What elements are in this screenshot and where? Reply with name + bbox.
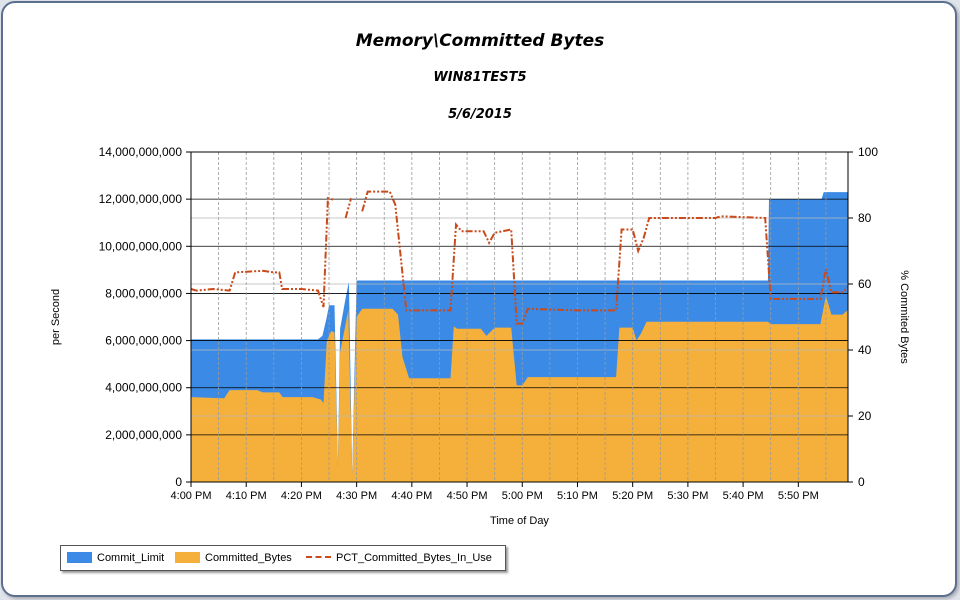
x-tick-label: 5:50 PM [778,490,819,502]
y-axis-label: per Second [50,289,62,345]
legend-item-committed-bytes: Committed_Bytes [175,551,292,565]
legend-label-commit-limit: Commit_Limit [97,552,165,564]
y-tick-label: 10,000,000,000 [99,239,183,253]
chart-date: 5/6/2015 [448,107,512,122]
x-tick-label: 5:40 PM [723,490,764,502]
plot-frame [190,151,849,483]
y2-tick-label: 0 [858,475,865,489]
y-tick-label: 0 [175,475,182,489]
x-tick-label: 4:10 PM [226,490,267,502]
legend-swatch-pct-committed [306,556,331,559]
y2-tick-label: 80 [858,211,872,225]
y-tick-label: 6,000,000,000 [105,334,182,348]
y2-tick-label: 40 [858,343,872,357]
x-axis-label: Time of Day [490,515,549,527]
chart-legend: Commit_Limit Committed_Bytes PCT_Committ… [60,545,506,571]
legend-label-pct-committed: PCT_Committed_Bytes_In_Use [336,552,492,564]
line-pct-committed-bytes [190,190,849,325]
legend-item-pct-committed: PCT_Committed_Bytes_In_Use [306,551,492,565]
legend-item-commit-limit: Commit_Limit [67,551,164,565]
chart-subtitle: WIN81TEST5 [433,70,527,85]
legend-swatch-committed-bytes [175,551,200,563]
y-tick-label: 4,000,000,000 [105,381,182,395]
legend-swatch-commit-limit [67,551,92,563]
x-tick-label: 5:20 PM [612,490,653,502]
x-tick-label: 5:00 PM [502,490,543,502]
y-tick-label: 14,000,000,000 [99,145,183,159]
y2-tick-label: 100 [858,145,878,159]
y-tick-label: 2,000,000,000 [105,428,182,442]
x-tick-label: 5:10 PM [557,490,598,502]
x-tick-label: 4:50 PM [447,490,488,502]
area-committed-bytes [191,295,848,482]
x-tick-label: 4:30 PM [336,490,377,502]
chart-title: Memory\Committed Bytes [355,31,605,51]
y2-axis-label: % Commited Bytes [898,270,910,364]
x-tick-label: 4:20 PM [281,490,322,502]
y2-tick-label: 60 [858,277,872,291]
y-tick-label: 8,000,000,000 [105,286,182,300]
y-tick-label: 12,000,000,000 [99,192,183,206]
x-tick-label: 5:30 PM [667,490,708,502]
x-tick-label: 4:00 PM [171,490,212,502]
y2-tick-label: 20 [858,409,872,423]
x-tick-label: 4:40 PM [391,490,432,502]
legend-label-committed-bytes: Committed_Bytes [205,552,292,564]
